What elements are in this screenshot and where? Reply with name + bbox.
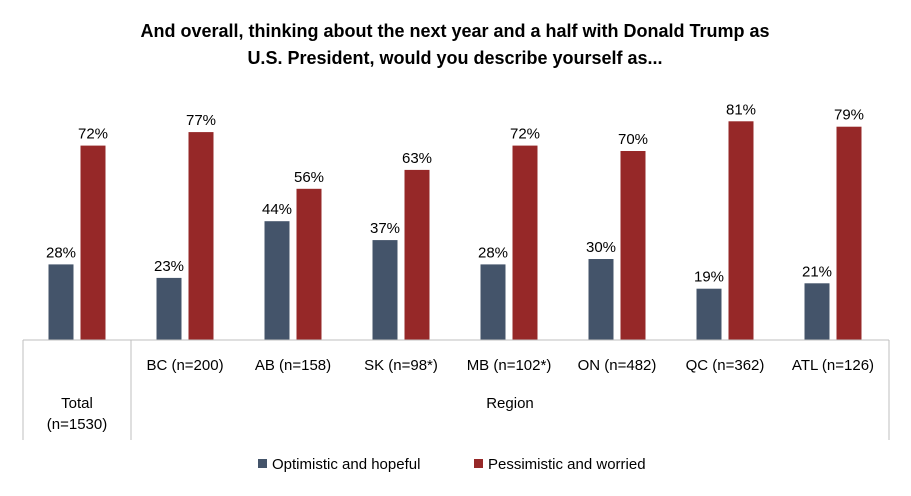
bar-pessimistic-0 — [80, 145, 106, 340]
legend-swatch-0 — [258, 459, 267, 468]
data-label-pessimistic-5: 70% — [618, 131, 648, 148]
legend-label-1: Pessimistic and worried — [488, 456, 646, 473]
data-label-optimistic-4: 28% — [478, 244, 508, 261]
data-label-pessimistic-7: 79% — [834, 107, 864, 124]
group-label-region: Region — [486, 395, 534, 412]
data-label-optimistic-6: 19% — [694, 269, 724, 286]
data-label-optimistic-0: 28% — [46, 244, 76, 261]
bar-optimistic-1 — [156, 277, 182, 340]
legend-swatch-1 — [474, 459, 483, 468]
chart-title-line-2: U.S. President, would you describe yours… — [247, 48, 662, 68]
data-label-optimistic-1: 23% — [154, 258, 184, 275]
bar-pessimistic-1 — [188, 132, 214, 340]
bar-optimistic-5 — [588, 259, 614, 340]
bar-optimistic-4 — [480, 264, 506, 340]
data-label-optimistic-5: 30% — [586, 239, 616, 256]
bar-pessimistic-2 — [296, 188, 322, 340]
data-label-pessimistic-2: 56% — [294, 169, 324, 186]
data-label-pessimistic-3: 63% — [402, 150, 432, 167]
data-label-optimistic-7: 21% — [802, 263, 832, 280]
bar-optimistic-0 — [48, 264, 74, 340]
data-label-optimistic-2: 44% — [262, 201, 292, 218]
category-label-4: MB (n=102*) — [467, 357, 552, 374]
category-label-6: QC (n=362) — [686, 357, 765, 374]
category-label-7: ATL (n=126) — [792, 357, 874, 374]
category-label-1: BC (n=200) — [146, 357, 223, 374]
bar-optimistic-7 — [804, 283, 830, 340]
data-label-pessimistic-0: 72% — [78, 126, 108, 143]
bar-optimistic-6 — [696, 288, 722, 340]
category-label-2: AB (n=158) — [255, 357, 331, 374]
category-label-5: ON (n=482) — [578, 357, 657, 374]
category-axis: Total (n=1530) BC (n=200) AB (n=158) SK (n=9… — [22, 339, 890, 440]
data-label-pessimistic-4: 72% — [510, 126, 540, 143]
category-label-0: Total (n=1530) — [47, 395, 107, 433]
data-label-pessimistic-1: 77% — [186, 112, 216, 129]
data-label-optimistic-3: 37% — [370, 220, 400, 237]
data-label-pessimistic-6: 81% — [726, 101, 756, 118]
bar-pessimistic-7 — [836, 126, 862, 340]
bar-pessimistic-4 — [512, 145, 538, 340]
legend: Optimistic and hopeful Pessimistic and wo… — [258, 456, 646, 473]
bar-optimistic-2 — [264, 221, 290, 340]
bar-optimistic-3 — [372, 240, 398, 340]
chart-title-line-1: And overall, thinking about the next yea… — [140, 21, 769, 41]
category-label-3: SK (n=98*) — [364, 357, 438, 374]
plot-area: 28% 72% 23% 77% 44%56% 37% 63% 28% 72% 30% 70% 19% 8… — [46, 101, 864, 340]
bar-pessimistic-6 — [728, 121, 754, 340]
bar-pessimistic-3 — [404, 169, 430, 340]
legend-label-0: Optimistic and hopeful — [272, 456, 420, 473]
chart-title: And overall, thinking about the next yea… — [140, 21, 769, 68]
bar-pessimistic-5 — [620, 151, 646, 340]
